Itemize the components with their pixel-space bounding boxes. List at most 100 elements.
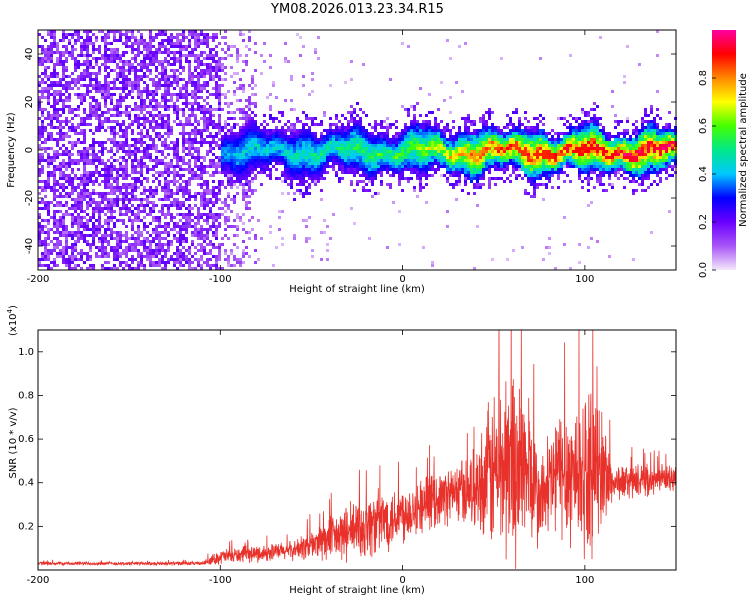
spectrogram-cell [62, 153, 65, 156]
spectrogram-cell [92, 243, 95, 246]
spectrogram-cell [218, 267, 221, 270]
spectrogram-cell [182, 141, 185, 144]
spectrogram-cell [62, 177, 65, 180]
spectrogram-cell [173, 54, 176, 57]
spectrogram-cell [206, 219, 209, 222]
spectrogram-cell [137, 237, 140, 240]
spectrogram-cell [200, 132, 203, 135]
spectrogram-cell [146, 105, 149, 108]
spectrogram-cell [179, 183, 182, 186]
spectrogram-cell [56, 102, 59, 105]
spectrogram-cell [200, 246, 203, 249]
spectrogram-cell [449, 147, 452, 150]
spectrogram-cell [221, 162, 224, 165]
spectrogram-cell [95, 210, 98, 213]
spectrogram-cell [347, 120, 350, 123]
spectrogram-cell [110, 42, 113, 45]
spectrogram-cell [260, 237, 263, 240]
spectrogram-cell [38, 240, 41, 243]
spectrogram-cell [350, 114, 353, 117]
spectrogram-cell [269, 153, 272, 156]
spectrogram-cell [212, 162, 215, 165]
spectrogram-cell [140, 219, 143, 222]
spectrogram-cell [161, 141, 164, 144]
spectrogram-cell [323, 150, 326, 153]
spectrogram-cell [185, 57, 188, 60]
spectrogram-cell [164, 45, 167, 48]
spectrogram-cell [98, 159, 101, 162]
spectrogram-cell [140, 198, 143, 201]
spectrogram-cell [98, 225, 101, 228]
spectrogram-cell [38, 162, 41, 165]
spectrogram-cell [161, 150, 164, 153]
spectrogram-cell [266, 156, 269, 159]
spectrogram-cell [146, 204, 149, 207]
spectrogram-cell [59, 126, 62, 129]
spectrogram-cell [257, 129, 260, 132]
spectrogram-cell [110, 108, 113, 111]
spectrogram-cell [119, 81, 122, 84]
spectrogram-cell [128, 93, 131, 96]
spectrogram-cell [83, 168, 86, 171]
spectrogram-cell [155, 48, 158, 51]
spectrogram-cell [422, 186, 425, 189]
spectrogram-cell [428, 174, 431, 177]
spectrogram-cell [176, 171, 179, 174]
spectrogram-cell [191, 96, 194, 99]
spectrogram-cell [65, 204, 68, 207]
spectrogram-cell [236, 213, 239, 216]
spectrogram-cell [317, 177, 320, 180]
spectrogram-cell [179, 168, 182, 171]
spectrogram-cell [86, 75, 89, 78]
spectrogram-cell [155, 156, 158, 159]
spectrogram-cell [380, 153, 383, 156]
spectrogram-cell [413, 168, 416, 171]
spectrogram-cell [77, 150, 80, 153]
spectrogram-cell [59, 255, 62, 258]
spectrogram-cell [101, 246, 104, 249]
spectrogram-cell [131, 219, 134, 222]
spectrogram-cell [188, 249, 191, 252]
spectrogram-cell [131, 243, 134, 246]
spectrogram-cell [101, 126, 104, 129]
spectrogram-cell [197, 57, 200, 60]
spectrogram-cell [401, 138, 404, 141]
spectrogram-cell [158, 126, 161, 129]
spectrogram-cell [134, 258, 137, 261]
spectrogram-cell [101, 255, 104, 258]
spectrogram-cell [269, 171, 272, 174]
spectrogram-cell [233, 183, 236, 186]
spectrogram-cell [362, 162, 365, 165]
spectrogram-cell [470, 156, 473, 159]
spectrogram-cell [320, 198, 323, 201]
spectrogram-cell [176, 81, 179, 84]
spectrogram-cell [182, 93, 185, 96]
spectrogram-cell [104, 180, 107, 183]
spectrogram-cell [83, 117, 86, 120]
spectrogram-cell [371, 174, 374, 177]
spectrogram-cell [65, 69, 68, 72]
spectrogram-cell [50, 117, 53, 120]
spectrogram-cell [203, 207, 206, 210]
spectrogram-cell [194, 69, 197, 72]
spectrogram-cell [422, 141, 425, 144]
spectrogram-cell [287, 150, 290, 153]
spectrogram-cell [113, 186, 116, 189]
spectrogram-cell [50, 123, 53, 126]
spectrogram-cell [140, 252, 143, 255]
spectrogram-cell [53, 63, 56, 66]
spectrogram-cell [356, 123, 359, 126]
spectrogram-cell [113, 258, 116, 261]
spectrogram-cell [389, 150, 392, 153]
spectrogram-cell [128, 30, 131, 33]
spectrogram-cell [104, 90, 107, 93]
spectrogram-cell [134, 171, 137, 174]
spectrogram-cell [218, 66, 221, 69]
spectrogram-cell [137, 177, 140, 180]
spectrogram-cell [47, 255, 50, 258]
spectrogram-cell [422, 132, 425, 135]
spectrogram-cell [80, 99, 83, 102]
spectrogram-cell [290, 126, 293, 129]
spectrogram-cell [305, 237, 308, 240]
spectrogram-cell [107, 261, 110, 264]
